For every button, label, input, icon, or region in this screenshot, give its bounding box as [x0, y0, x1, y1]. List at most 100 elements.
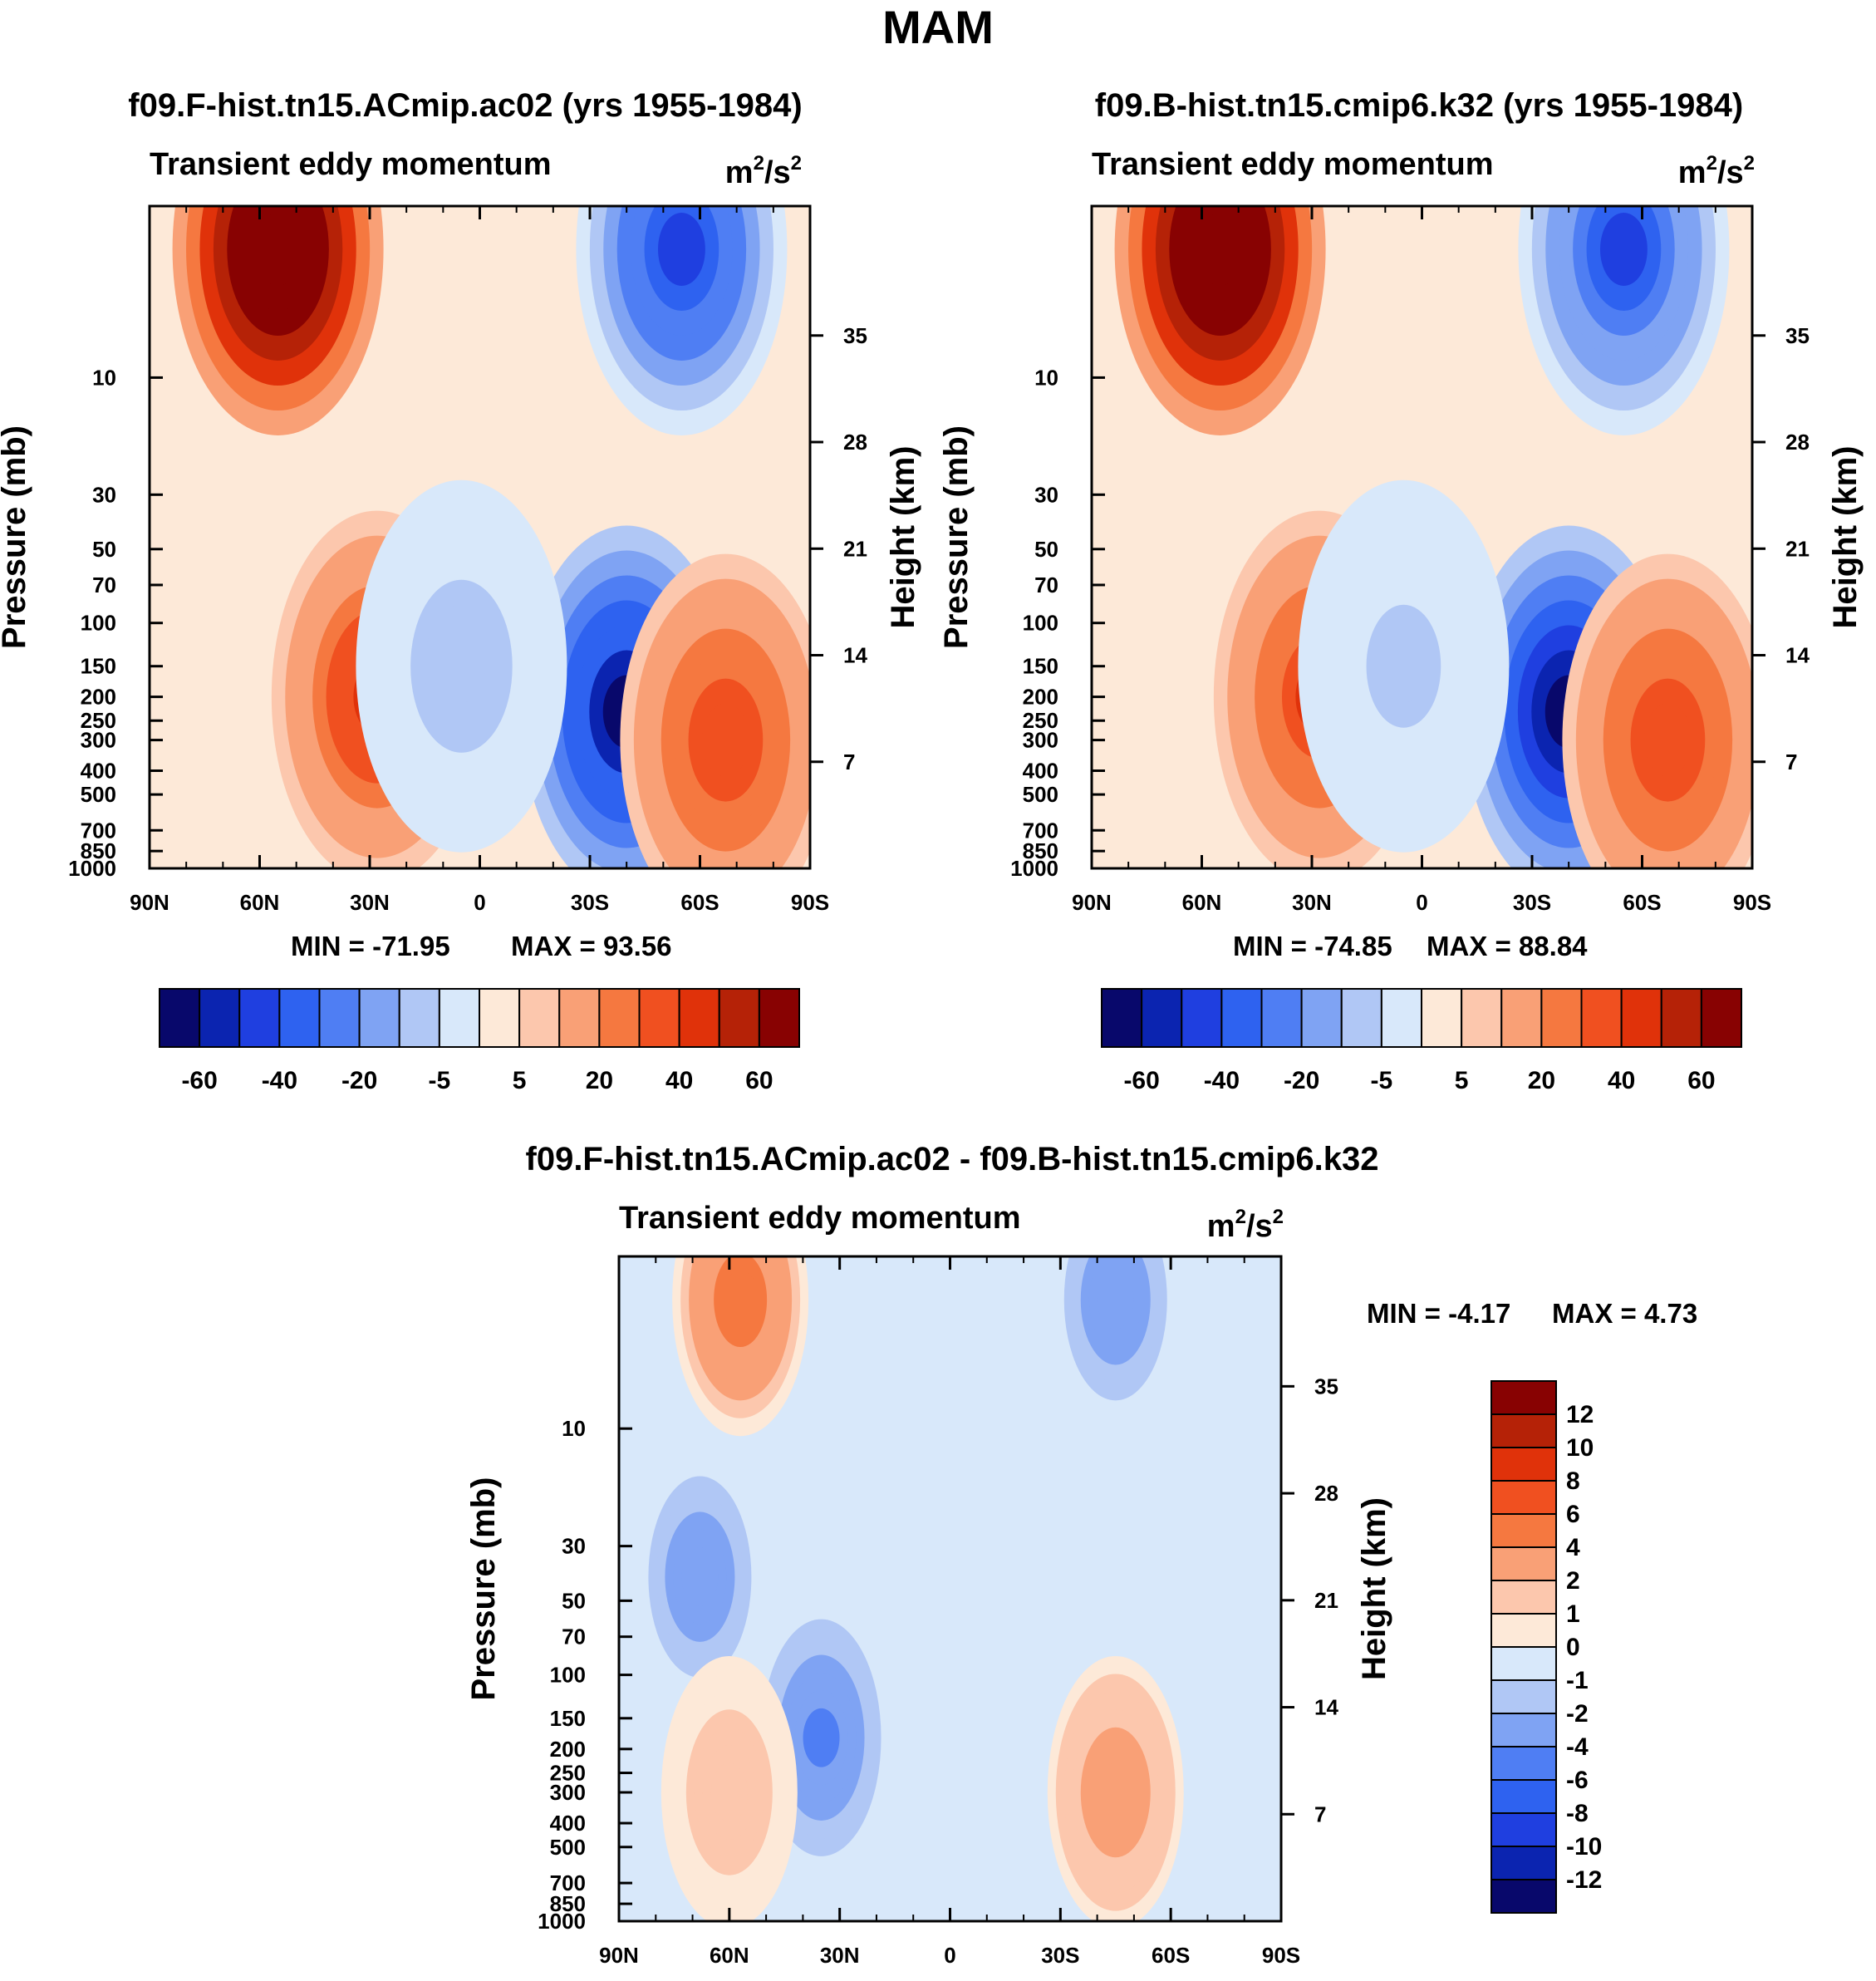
colorbar-swatch — [1490, 1447, 1557, 1482]
panel-difference: f09.F-hist.tn15.ACmip.ac02 - f09.B-hist.… — [465, 1141, 1697, 1968]
y2-tick-label: 7 — [1314, 1802, 1326, 1826]
colorbar-label: -8 — [1566, 1800, 1589, 1827]
y-tick-label: 150 — [550, 1706, 586, 1731]
colorbar-swatch — [1260, 988, 1303, 1048]
colorbar-swatch — [1490, 1646, 1557, 1681]
colorbar-label: 60 — [745, 1067, 773, 1094]
colorbar-label: -5 — [429, 1067, 451, 1094]
colorbar-swatch — [1300, 988, 1343, 1048]
x-tick-label: 30S — [571, 890, 609, 915]
colorbar-label: -40 — [262, 1067, 297, 1094]
stats-min: MIN = -74.85 — [1233, 931, 1392, 961]
x-tick-label: 90N — [1072, 890, 1112, 915]
colorbar-swatch — [1461, 988, 1503, 1048]
colorbar-label: -6 — [1566, 1767, 1589, 1794]
y2-tick-label: 14 — [843, 643, 867, 668]
contour-level-2-1 — [803, 1708, 840, 1767]
x-tick-label: 90S — [1733, 890, 1771, 915]
colorbar-swatch — [1490, 1546, 1557, 1581]
y2-tick-label: 21 — [1785, 536, 1810, 561]
colorbar-model-f: -60 -40 -20 -5 5 20 40 60 — [159, 988, 800, 1094]
colorbar-swatch — [318, 988, 361, 1048]
stats-min: MIN = -4.17 — [1367, 1298, 1510, 1329]
y-tick-label: 300 — [81, 728, 116, 753]
y-tick-label: 70 — [562, 1625, 586, 1649]
x-tick-label: 30N — [350, 890, 390, 915]
y-tick-label: 500 — [81, 782, 116, 807]
y2-axis-label: Height (km) — [1827, 446, 1864, 629]
y-tick-label: 30 — [562, 1534, 586, 1559]
colorbar-swatch — [1380, 988, 1422, 1048]
colorbar-label: -2 — [1566, 1700, 1589, 1728]
x-tick-label: 90S — [791, 890, 829, 915]
y2-tick-label: 14 — [1314, 1695, 1338, 1720]
panel-left-string: Transient eddy momentum — [1092, 147, 1494, 182]
x-tick-label: 60N — [1182, 890, 1222, 915]
colorbar-swatch — [1220, 988, 1263, 1048]
y-tick-label: 10 — [92, 365, 116, 390]
colorbar-label: 8 — [1566, 1467, 1580, 1495]
colorbar-swatch — [479, 988, 521, 1048]
y2-tick-label: 28 — [1314, 1481, 1338, 1506]
contour-level-3-1 — [1097, 1762, 1134, 1822]
y-tick-label: 300 — [1023, 728, 1058, 753]
colorbar-label: 40 — [1608, 1067, 1635, 1094]
y-axis-label: Pressure (mb) — [465, 1477, 502, 1701]
colorbar-label: 5 — [1455, 1067, 1469, 1094]
contour-level-3-1 — [701, 703, 749, 777]
colorbar-label: 40 — [665, 1067, 693, 1094]
x-tick-label: 90N — [130, 890, 169, 915]
y2-tick-label: 21 — [1314, 1588, 1338, 1613]
colorbar-label: -40 — [1204, 1067, 1240, 1094]
stats-max: MAX = 93.56 — [511, 931, 672, 961]
colorbar-swatch — [438, 988, 480, 1048]
contour-plot: 90N 60N 30N 0 30S 60S 90S103050701001502002503… — [938, 204, 1864, 915]
colorbar-swatch — [718, 988, 760, 1048]
contour-level-4-1 — [657, 212, 705, 286]
x-tick-label: 30N — [820, 1943, 860, 1968]
contour-level-0-1 — [722, 1270, 759, 1330]
colorbar-label: 0 — [1566, 1634, 1580, 1661]
y2-tick-label: 21 — [843, 536, 867, 561]
y-tick-label: 150 — [1023, 654, 1058, 679]
contour-level-5-1 — [1097, 1270, 1134, 1330]
y-tick-label: 30 — [1034, 482, 1058, 507]
y-tick-label: 1000 — [538, 1909, 586, 1934]
colorbar-swatch — [1700, 988, 1742, 1048]
contour-level-5-1 — [1379, 629, 1427, 703]
colorbar-label: 60 — [1687, 1067, 1715, 1094]
panel-model-f: f09.F-hist.tn15.ACmip.ac02 (yrs 1955-198… — [0, 87, 921, 961]
x-tick-label: 60S — [680, 890, 719, 915]
y-tick-label: 300 — [550, 1780, 586, 1805]
colorbar-swatch — [1490, 1846, 1557, 1880]
y2-tick-label: 28 — [1785, 430, 1810, 455]
contour-level-4-1 — [1599, 212, 1648, 286]
y-tick-label: 400 — [81, 758, 116, 783]
colorbar-swatch — [1490, 1713, 1557, 1748]
y-tick-label: 200 — [1023, 685, 1058, 710]
colorbar-label: -12 — [1566, 1866, 1602, 1894]
y-tick-label: 1000 — [1010, 856, 1058, 881]
y2-tick-label: 14 — [1785, 643, 1810, 668]
y-tick-label: 700 — [550, 1870, 586, 1895]
panel-left-string: Transient eddy momentum — [619, 1201, 1021, 1236]
colorbar-swatch — [199, 988, 241, 1048]
colorbar-label: 20 — [586, 1067, 613, 1094]
colorbar-model-b: -60 -40 -20 -5 5 20 40 60 — [1101, 988, 1742, 1094]
colorbar-label: 2 — [1566, 1567, 1580, 1595]
y-tick-label: 1000 — [68, 856, 116, 881]
x-tick-label: 60S — [1623, 890, 1661, 915]
y-tick-label: 150 — [81, 654, 116, 679]
colorbar-label: 20 — [1528, 1067, 1555, 1094]
y-axis-label: Pressure (mb) — [938, 425, 975, 649]
colorbar-swatch — [1181, 988, 1223, 1048]
colorbar-label: 1 — [1566, 1600, 1580, 1628]
colorbar-swatch — [758, 988, 800, 1048]
panel-units: m2/s2 — [725, 152, 802, 190]
panel-title: f09.F-hist.tn15.ACmip.ac02 (yrs 1955-198… — [128, 87, 802, 124]
y-tick-label: 850 — [81, 838, 116, 863]
contour-level-3-1 — [1643, 703, 1692, 777]
colorbar-swatch — [1490, 1580, 1557, 1615]
